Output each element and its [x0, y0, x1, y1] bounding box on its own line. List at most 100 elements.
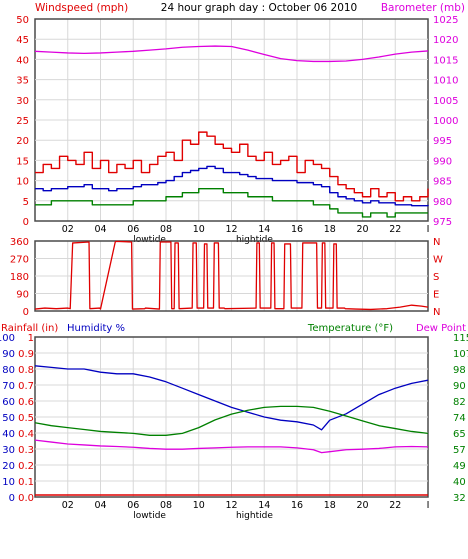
- p1-xtick-label-end: I: [427, 224, 430, 235]
- p3-humidity-tick-90: 90: [2, 349, 15, 360]
- p1-left-tick-25: 25: [16, 116, 29, 127]
- p3-xtick-label-end: I: [427, 500, 430, 511]
- p3-tide-label-0: lowtide: [133, 511, 166, 521]
- p3-rain-tick-1: 1: [28, 333, 34, 344]
- p3-dewpoint-title: Dew Point: [416, 323, 466, 334]
- p1-xtick-label-12: 12: [225, 224, 237, 235]
- p2-left-tick-180: 180: [10, 272, 29, 283]
- wind-barometer-panel: 0510152025303540455097598098599099510001…: [16, 15, 458, 245]
- p3-temp-tick-98: 98: [453, 365, 466, 376]
- p1-right-tick-1015: 1015: [433, 55, 458, 66]
- p3-rain-tick-0.8: 0.8: [18, 365, 34, 376]
- p1-left-tick-10: 10: [16, 177, 29, 188]
- p1-right-tick-985: 985: [433, 177, 452, 188]
- p3-temp-tick-90: 90: [453, 381, 466, 392]
- p3-rainfall-title: Rainfall (in): [1, 323, 58, 334]
- rain-humidity-temperature-panel: Rainfall (in) Humidity % Temperature (°F) D…: [0, 323, 468, 521]
- p3-xtick-label-14: 14: [258, 500, 270, 511]
- p1-right-tick-990: 990: [433, 156, 452, 167]
- p3-temp-tick-57: 57: [453, 445, 466, 456]
- p3-rain-tick-0.2: 0.2: [18, 461, 34, 472]
- p3-rain-tick-0.1: 0.1: [18, 477, 34, 488]
- p1-right-tick-1020: 1020: [433, 35, 458, 46]
- p3-xtick-label-08: 08: [160, 500, 172, 511]
- windspeed-header: Windspeed (mph): [35, 2, 128, 14]
- p1-left-tick-30: 30: [16, 96, 29, 107]
- p3-temp-tick-32: 32: [453, 493, 466, 504]
- p3-rain-tick-0.3: 0.3: [18, 445, 34, 456]
- p1-left-tick-35: 35: [16, 76, 29, 87]
- p3-humidity-tick-40: 40: [2, 429, 15, 440]
- p1-left-tick-0: 0: [23, 217, 29, 228]
- barometer-header: Barometer (mb): [381, 2, 465, 14]
- p1-xtick-label-18: 18: [324, 224, 336, 235]
- p3-humidity-tick-0: 0: [9, 493, 15, 504]
- p3-humidity-tick-100: 100: [0, 333, 15, 344]
- p3-tide-label-1: hightide: [236, 511, 273, 521]
- p3-rain-tick-0.4: 0.4: [18, 429, 34, 440]
- p3-humidity-tick-60: 60: [2, 397, 15, 408]
- p1-xtick-label-16: 16: [291, 224, 303, 235]
- p3-humidity-tick-20: 20: [2, 461, 15, 472]
- p1-xtick-label-10: 10: [193, 224, 205, 235]
- p3-temp-tick-49: 49: [453, 461, 466, 472]
- p3-xtick-label-22: 22: [389, 500, 401, 511]
- p1-xtick-label-04: 04: [94, 224, 106, 235]
- p1-right-tick-1010: 1010: [433, 76, 458, 87]
- p2-left-tick-90: 90: [16, 290, 29, 301]
- p3-xtick-label-10: 10: [193, 500, 205, 511]
- p3-xtick-label-16: 16: [291, 500, 303, 511]
- p3-xtick-label-20: 20: [356, 500, 368, 511]
- p2-left-tick-0: 0: [23, 307, 29, 318]
- p1-xtick-label-06: 06: [127, 224, 139, 235]
- p3-xtick-label-18: 18: [324, 500, 336, 511]
- p3-humidity-tick-70: 70: [2, 381, 15, 392]
- p1-left-tick-15: 15: [16, 156, 29, 167]
- p3-temp-tick-115: 115: [453, 333, 468, 344]
- p1-right-tick-980: 980: [433, 197, 452, 208]
- p3-rain-tick-0.6: 0.6: [18, 397, 34, 408]
- p2-right-tick-3: W: [433, 255, 443, 266]
- p3-rain-tick-0.9: 0.9: [18, 349, 34, 360]
- p1-xtick-label-22: 22: [389, 224, 401, 235]
- p1-series-barometer: [34, 45, 429, 63]
- p3-rain-tick-0.5: 0.5: [18, 413, 34, 424]
- p2-series-direction: [34, 240, 429, 311]
- p3-temp-tick-40: 40: [453, 477, 466, 488]
- p2-right-tick-1: E: [433, 290, 439, 301]
- p1-left-tick-45: 45: [16, 35, 29, 46]
- p1-series-wind-low: [35, 187, 428, 218]
- p3-xtick-label-06: 06: [127, 500, 139, 511]
- p3-temp-tick-65: 65: [453, 429, 466, 440]
- p1-left-tick-5: 5: [23, 197, 29, 208]
- p3-rain-tick-0.0: 0.0: [18, 493, 34, 504]
- p3-rain-tick-0.7: 0.7: [18, 381, 34, 392]
- chart-title: 24 hour graph day : October 06 2010: [161, 2, 357, 14]
- p3-humidity-tick-50: 50: [2, 413, 15, 424]
- p3-temp-tick-107: 107: [453, 349, 468, 360]
- p3-temperature-title: Temperature (°F): [307, 323, 393, 334]
- p3-series-dew-point: [34, 439, 429, 454]
- p1-right-tick-1005: 1005: [433, 96, 458, 107]
- p1-xtick-label-14: 14: [258, 224, 270, 235]
- p3-temp-tick-82: 82: [453, 397, 466, 408]
- p1-right-tick-995: 995: [433, 136, 452, 147]
- p1-right-tick-1000: 1000: [433, 116, 458, 127]
- p1-left-tick-20: 20: [16, 136, 29, 147]
- p3-humidity-tick-80: 80: [2, 365, 15, 376]
- p1-series-wind-gust: [35, 131, 429, 202]
- p3-xtick-label-02: 02: [62, 500, 74, 511]
- p3-series-humidity: [34, 365, 429, 431]
- p3-xtick-label-12: 12: [225, 500, 237, 511]
- p1-xtick-label-20: 20: [356, 224, 368, 235]
- p1-left-tick-40: 40: [16, 55, 29, 66]
- p1-left-tick-50: 50: [16, 15, 29, 26]
- p3-humidity-tick-30: 30: [2, 445, 15, 456]
- p1-tide-label-0: lowtide: [133, 235, 166, 245]
- p1-series-wind-avg: [35, 165, 429, 207]
- p2-left-tick-270: 270: [10, 255, 29, 266]
- p2-right-tick-4: N: [433, 237, 440, 248]
